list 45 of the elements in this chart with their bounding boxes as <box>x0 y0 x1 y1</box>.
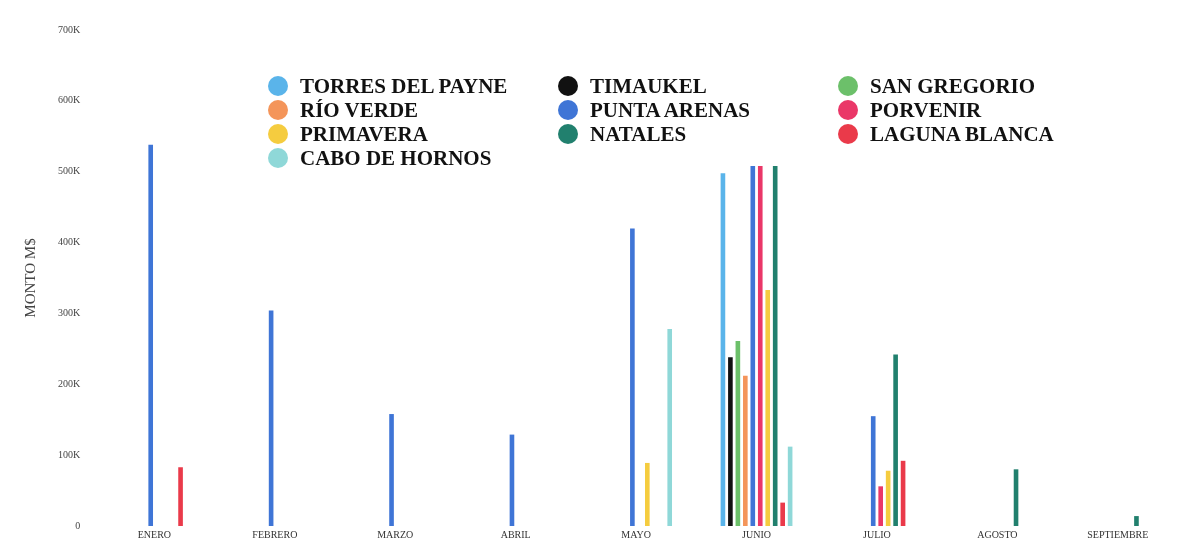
x-tick-label: JULIO <box>863 528 891 540</box>
legend-label: TIMAUKEL <box>590 73 707 99</box>
y-tick-label: 0 <box>75 519 81 531</box>
bar <box>870 416 876 526</box>
x-tick-label: MARZO <box>377 528 414 540</box>
legend-label: SAN GREGORIO <box>870 73 1036 99</box>
y-tick-label: 500K <box>57 165 81 177</box>
bar <box>148 144 154 526</box>
bar <box>728 357 733 526</box>
legend-label: RÍO VERDE <box>300 97 419 123</box>
x-tick-label: ABRIL <box>500 528 531 540</box>
bar <box>765 290 771 526</box>
x-tick-label: SEPTIEMBRE <box>1087 528 1149 540</box>
legend-label: CABO DE HORNOS <box>300 145 492 171</box>
bar <box>757 166 763 526</box>
bar <box>389 414 394 526</box>
bar <box>780 502 785 526</box>
legend-label: PRIMAVERA <box>300 121 428 147</box>
x-tick-label: MAYO <box>621 528 651 540</box>
bar <box>878 486 883 526</box>
bar <box>667 329 673 526</box>
bar <box>178 467 183 526</box>
bar <box>645 462 650 526</box>
bar <box>743 375 748 526</box>
y-axis-title: MONTO M$ <box>21 237 38 318</box>
y-tick-label: 400K <box>57 236 81 248</box>
legend-label: PUNTA ARENAS <box>590 97 751 123</box>
bar <box>1134 516 1139 526</box>
bar <box>750 166 756 526</box>
x-tick-label: JUNIO <box>742 528 771 540</box>
y-tick-label: 300K <box>57 307 81 319</box>
legend-label: NATALES <box>590 121 687 147</box>
bar <box>893 354 898 526</box>
y-tick-label: 600K <box>57 94 81 106</box>
x-tick-label: FEBRERO <box>252 528 298 540</box>
legend-label: TORRES DEL PAYNE <box>300 73 508 99</box>
y-tick-label: 700K <box>57 23 81 35</box>
legend-label: PORVENIR <box>870 97 982 123</box>
bar <box>630 228 635 526</box>
x-tick-label: ENERO <box>137 528 172 540</box>
y-tick-label: 200K <box>57 377 81 389</box>
x-tick-label: AGOSTO <box>977 528 1018 540</box>
legend-label: LAGUNA BLANCA <box>870 121 1054 147</box>
y-tick-label: 100K <box>57 448 81 460</box>
bar <box>772 166 778 526</box>
